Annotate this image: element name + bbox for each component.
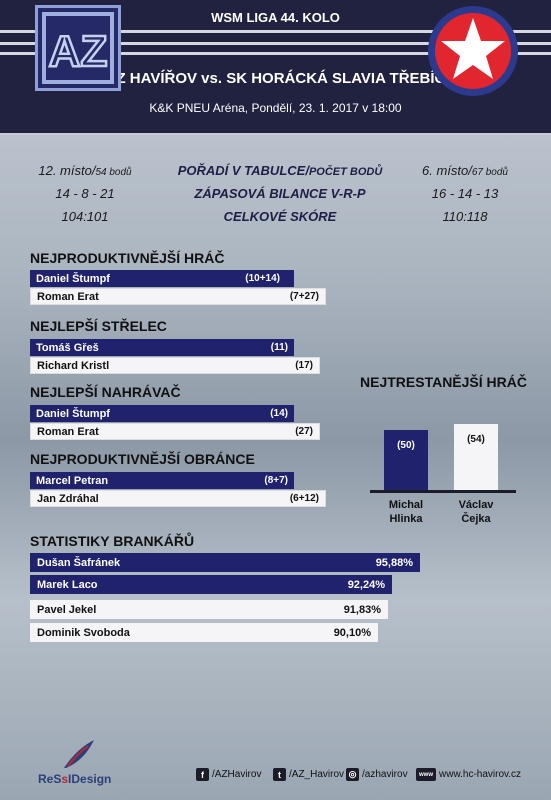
credit-part: s [61,772,69,786]
home-rank: 12. místo/54 bodů [30,163,140,178]
facebook-icon: f [196,768,209,781]
home-rank-value: 12. místo/ [38,163,96,178]
section-title-passer: NEJLEPŠÍ NAHRÁVAČ [30,384,181,400]
goalie-row: Dominik Svoboda 90,10% [30,623,378,642]
credit-part: IDesign [68,772,112,786]
web-icon: www [416,768,436,781]
player-stat: (11) [270,342,288,353]
section-title-productive: NEJPRODUKTIVNĚJŠÍ HRÁČ [30,250,225,266]
feather-icon [58,738,98,777]
label-rank: POŘADÍ V TABULCE/POČET BODŮ [150,163,410,178]
penalty-player-last: Čejka [461,513,491,525]
player-stat: (14) [270,408,288,419]
player-name: Daniel Štumpf [36,407,110,420]
label-points-text: POČET BODŮ [308,166,383,178]
instagram-link[interactable]: ◎ /azhavirov [346,768,408,781]
header-stripe [0,42,551,45]
penalty-bar-hlinka: (50) [384,430,428,490]
goalie-save-pct: 91,83% [343,603,381,616]
home-score: 104:101 [61,209,109,224]
goalie-row: Marek Laco 92,24% [30,575,392,594]
section-title-shooter: NEJLEPŠÍ STŘELEC [30,318,167,334]
home-points: 54 bodů [95,167,132,178]
player-name: Roman Erat [37,290,99,303]
section-title-goalies: STATISTIKY BRANKÁŘŮ [30,533,195,549]
instagram-handle: /azhavirov [362,769,408,780]
penalty-chart-title: NEJTRESTANĚJŠÍ HRÁČ [360,374,527,390]
match-title: AZ HAVÍŘOV vs. SK HORÁCKÁ SLAVIA TŘEBÍČ [105,70,446,87]
header-stripe [0,52,551,55]
match-venue: K&K PNEU Aréna, Pondělí, 23. 1. 2017 v 1… [149,101,402,115]
home-logo-letters: AZ [49,27,108,76]
penalty-player-first: Michal [388,499,424,511]
away-team-logo [426,4,520,98]
player-name: Daniel Štumpf [36,272,110,285]
away-record: 16 - 14 - 13 [431,186,499,201]
player-name: Roman Erat [37,425,99,438]
twitter-icon: t [273,768,286,781]
home-team-logo: AZ [35,5,121,91]
stat-row: Richard Kristl (17) [30,357,320,374]
goalie-name: Dušan Šafránek [37,556,121,569]
goalie-save-pct: 95,88% [375,556,413,569]
penalty-player-last: Hlinka [389,513,423,525]
player-stat: (17) [295,360,313,371]
stat-row: Tomáš Gřeš (11) [30,339,294,356]
label-rank-text: POŘADÍ V TABULCE/ [177,163,309,178]
goalie-row: Pavel Jekel 91,83% [30,600,388,619]
goalie-save-pct: 92,24% [347,578,385,591]
goalie-name: Marek Laco [37,578,98,591]
penalty-player-first: Václav [458,499,494,511]
facebook-link[interactable]: f /AZHavirov [196,768,261,781]
website-url: www.hc-havirov.cz [439,769,522,780]
penalty-bar-cejka: (54) [454,424,498,490]
away-rank: 6. místo/67 bodů [410,163,520,178]
penalty-bar-label: (54) [467,434,485,445]
stat-row: Roman Erat (27) [30,423,320,440]
stat-row: Daniel Štumpf (14) [30,405,294,422]
credit-part: ReS [38,772,62,786]
twitter-handle: /AZ_Havirov [289,769,345,780]
player-name: Tomáš Gřeš [36,341,99,354]
player-stat: (27) [295,426,313,437]
section-title-defender: NEJPRODUKTIVNĚJŠÍ OBRÁNCE [30,451,255,467]
designer-credit: ReSsIDesign [38,772,111,786]
player-name: Jan Zdráhal [37,492,99,505]
player-name: Marcel Petran [36,474,109,487]
label-score: CELKOVÉ SKÓRE [223,209,337,224]
website-link[interactable]: www www.hc-havirov.cz [416,768,521,781]
league-round: WSM LIGA 44. KOLO [211,10,340,25]
goalie-name: Dominik Svoboda [37,626,130,639]
goalie-name: Pavel Jekel [37,603,97,616]
player-stat: (7+27) [289,291,319,302]
stat-row: Marcel Petran (8+7) [30,472,294,489]
instagram-icon: ◎ [346,768,359,781]
away-points: 67 bodů [471,167,508,178]
penalty-chart-axis [370,490,516,493]
stat-row: Roman Erat (7+27) [30,288,326,305]
twitter-link[interactable]: t /AZ_Havirov [273,768,344,781]
player-stat: (8+7) [264,475,288,486]
player-stat: (6+12) [289,493,319,504]
away-score: 110:118 [442,209,488,224]
penalty-player-name: Václav Čejka [441,498,511,526]
penalty-bar-label: (50) [397,440,415,451]
label-record: ZÁPASOVÁ BILANCE V-R-P [194,186,366,201]
penalty-player-name: Michal Hlinka [371,498,441,526]
header-stripe [0,30,551,33]
stat-row: Jan Zdráhal (6+12) [30,490,326,507]
goalie-row: Dušan Šafránek 95,88% [30,553,420,572]
facebook-handle: /AZHavirov [212,769,262,780]
stat-row: Daniel Štumpf (10+14) [30,270,294,287]
home-record: 14 - 8 - 21 [55,186,115,201]
player-name: Richard Kristl [37,359,110,372]
away-rank-value: 6. místo/ [421,163,472,178]
player-stat: (10+14) [245,273,280,284]
goalie-save-pct: 90,10% [333,626,371,639]
